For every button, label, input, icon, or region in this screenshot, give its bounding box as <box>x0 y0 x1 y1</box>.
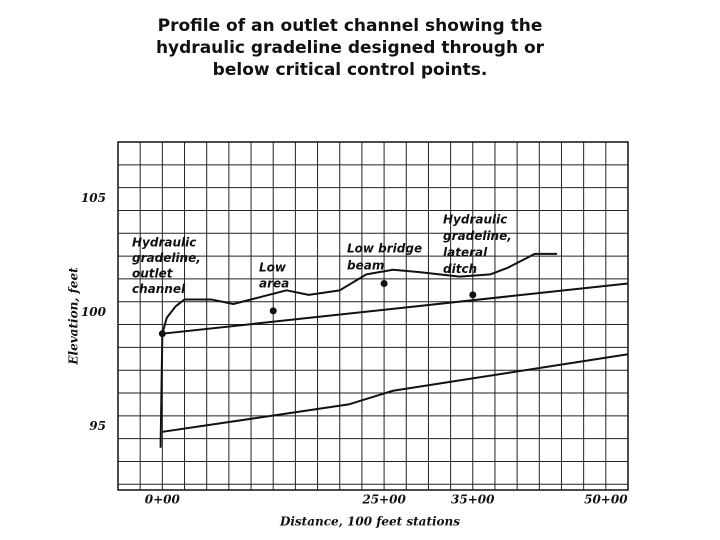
chart-title: hydraulic gradeline designed through or <box>156 38 545 58</box>
profile-line <box>162 353 629 433</box>
annotation: Hydraulic <box>132 236 196 250</box>
annotation: outlet <box>132 267 174 281</box>
chart-title: below critical control points. <box>213 60 488 80</box>
control-point <box>158 330 166 338</box>
annotation: gradeline, <box>443 229 512 243</box>
annotation: channel <box>132 282 186 296</box>
annotation: Low bridge <box>347 242 422 256</box>
control-point <box>380 279 388 287</box>
profile-line <box>162 282 629 335</box>
y-tick-label: 105 <box>81 191 106 205</box>
x-tick-label: 50+00 <box>584 493 628 507</box>
annotation: Hydraulic <box>443 213 507 227</box>
chart-title: Profile of an outlet channel showing the <box>158 16 543 36</box>
annotation: area <box>259 277 289 291</box>
control-point <box>469 291 477 299</box>
plot-frame <box>117 141 629 491</box>
annotation: ditch <box>443 262 477 276</box>
annotation: gradeline, <box>132 251 201 265</box>
x-tick-label: 35+00 <box>451 493 495 507</box>
annotation: Low <box>259 261 287 275</box>
annotation: beam <box>347 259 384 273</box>
y-axis-label: Elevation, feet <box>67 267 81 366</box>
x-tick-label: 0+00 <box>145 493 181 507</box>
profile-line <box>159 252 558 448</box>
control-point <box>269 307 277 315</box>
y-tick-label: 95 <box>89 419 106 433</box>
annotation: lateral <box>443 246 488 260</box>
x-axis-label: Distance, 100 feet stations <box>279 515 460 529</box>
x-tick-label: 25+00 <box>361 493 406 507</box>
y-tick-label: 100 <box>81 305 107 319</box>
